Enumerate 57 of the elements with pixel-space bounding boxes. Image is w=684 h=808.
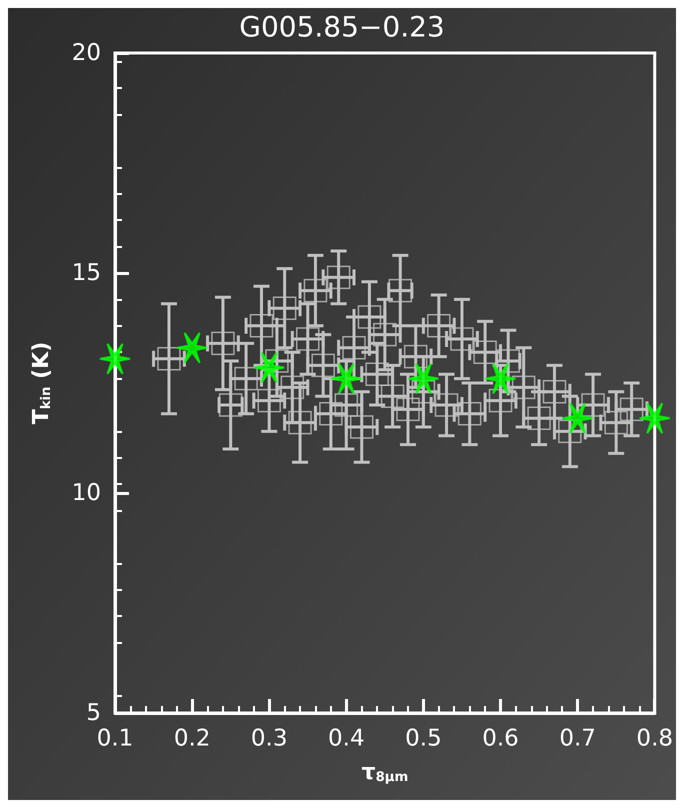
point (272, 296, 296, 320)
point (330, 362, 362, 395)
point (380, 384, 404, 408)
point (458, 402, 482, 426)
point (396, 398, 420, 422)
point (484, 362, 517, 395)
point (638, 402, 671, 434)
point (342, 336, 366, 360)
x-tick-label: 0.1 (96, 726, 134, 752)
point (604, 410, 628, 434)
point (211, 332, 235, 356)
point (250, 314, 274, 338)
point (527, 406, 551, 430)
point (373, 322, 397, 346)
x-axis-title: τ8μm (362, 760, 408, 785)
x-tick-label: 0.7 (559, 726, 596, 752)
x-tick-label: 0.5 (405, 726, 442, 752)
point (296, 327, 320, 351)
point (434, 393, 458, 417)
x-tick-label: 0.8 (636, 726, 673, 752)
y-tick-label: 15 (72, 260, 101, 286)
point (257, 388, 281, 412)
point (334, 393, 358, 417)
chart-title: G005.85−0.23 (239, 10, 445, 44)
point (99, 342, 131, 375)
x-tick-label: 0.6 (482, 726, 519, 752)
point (473, 340, 497, 364)
y-axis-title: Tkin (K) (29, 342, 54, 424)
point (450, 327, 474, 351)
point (311, 354, 335, 378)
point (542, 380, 566, 404)
point (319, 402, 343, 426)
point (234, 366, 258, 390)
point (412, 380, 436, 404)
point (365, 362, 389, 386)
point (427, 314, 451, 338)
point (304, 278, 328, 302)
point (581, 393, 605, 417)
point (176, 332, 208, 364)
y-tick-label: 5 (86, 700, 101, 726)
point (326, 266, 350, 290)
point (488, 388, 512, 412)
point (512, 376, 536, 400)
y-tick-label: 20 (72, 40, 101, 66)
point (562, 402, 594, 434)
x-tick-label: 0.4 (328, 726, 365, 752)
x-tick-label: 0.2 (174, 726, 210, 752)
y-tick-label: 10 (72, 480, 101, 506)
x-tick-label: 0.3 (250, 726, 288, 752)
point (253, 352, 286, 384)
point (280, 376, 304, 400)
point (358, 305, 382, 329)
point (157, 347, 181, 371)
point (404, 344, 428, 368)
point (620, 398, 644, 422)
point (288, 410, 312, 434)
point (350, 415, 374, 439)
